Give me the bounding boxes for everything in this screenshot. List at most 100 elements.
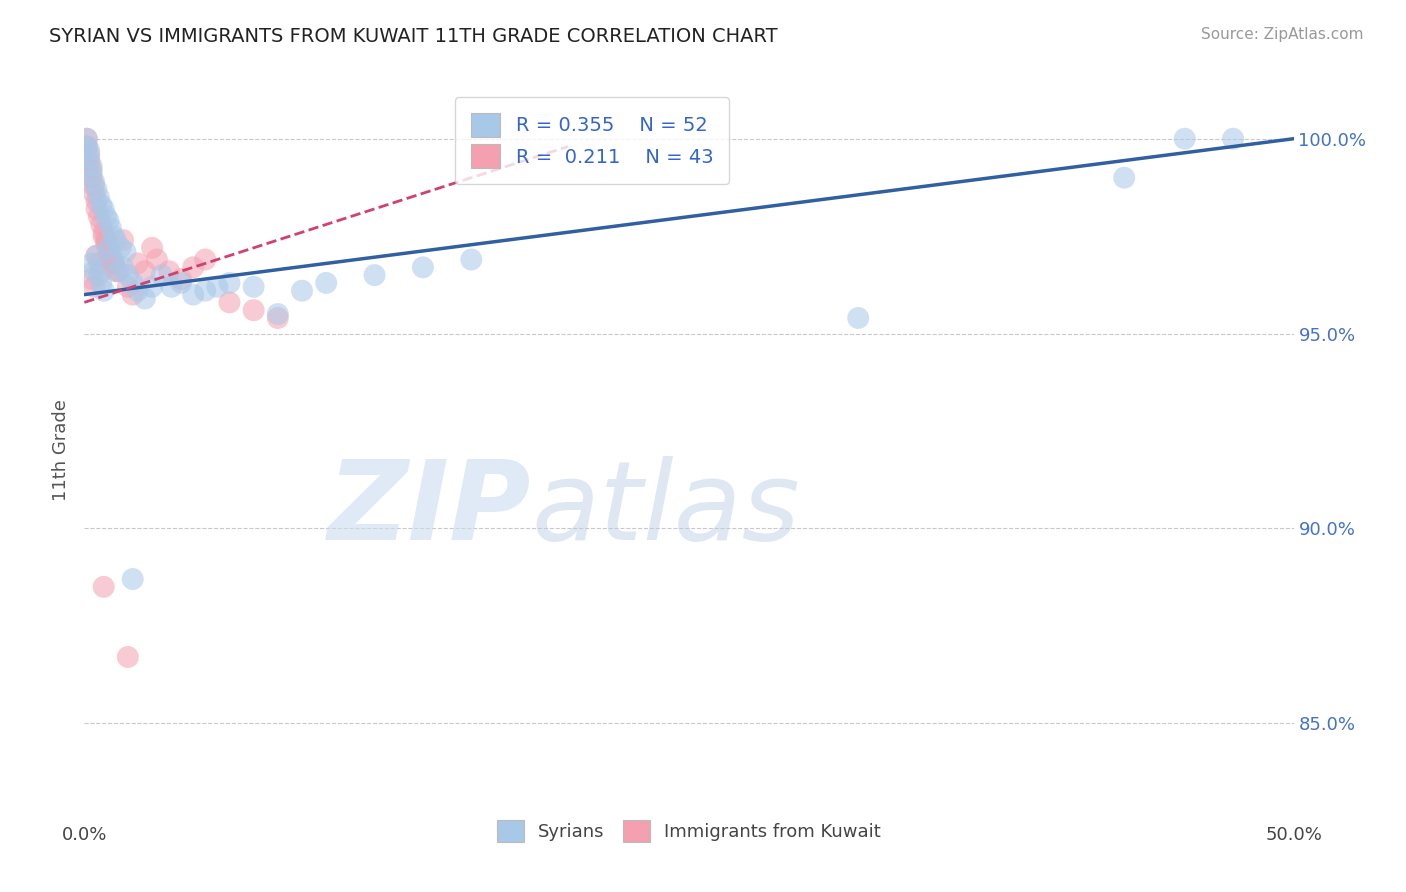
Point [194,252,217,267]
Point [460,252,482,267]
Point [87,190,110,204]
Point [77,144,100,158]
Point [87,268,110,282]
Point [83,178,105,193]
Point [83,280,105,294]
Point [77,155,100,169]
Point [181,260,204,275]
Point [80,159,103,173]
Point [170,272,193,286]
Point [150,268,173,282]
Point [86,249,108,263]
Point [93,284,115,298]
Point [93,202,115,216]
Point [93,225,115,239]
Point [412,260,434,275]
Point [76,139,98,153]
Point [1174,132,1197,146]
Point [94,210,117,224]
Point [86,182,108,196]
Point [97,241,120,255]
Point [112,233,135,247]
Point [83,264,105,278]
Point [76,139,98,153]
Point [93,580,115,594]
Point [76,132,98,146]
Point [80,170,103,185]
Point [90,276,112,290]
Point [121,572,143,586]
Point [363,268,385,282]
Text: atlas: atlas [531,456,800,563]
Point [194,284,217,298]
Point [134,264,156,278]
Point [218,276,240,290]
Point [267,310,290,325]
Point [117,268,139,282]
Point [77,151,100,165]
Point [157,264,180,278]
Point [121,287,143,301]
Point [97,213,120,227]
Point [86,194,108,208]
Point [127,256,149,270]
Point [112,260,135,275]
Point [100,249,122,263]
Point [80,256,103,270]
Point [117,280,139,294]
Point [218,295,240,310]
Point [86,202,108,216]
Point [100,221,122,235]
Legend: Syrians, Immigrants from Kuwait: Syrians, Immigrants from Kuwait [482,805,896,856]
Point [121,276,143,290]
Point [110,241,132,255]
Point [104,233,127,247]
Point [90,264,112,278]
Text: Source: ZipAtlas.com: Source: ZipAtlas.com [1201,27,1364,42]
Point [94,233,117,247]
Point [267,307,290,321]
Point [141,280,163,294]
Point [83,175,105,189]
Point [76,132,98,146]
Point [134,292,156,306]
Point [86,249,108,263]
Point [846,310,869,325]
Text: SYRIAN VS IMMIGRANTS FROM KUWAIT 11TH GRADE CORRELATION CHART: SYRIAN VS IMMIGRANTS FROM KUWAIT 11TH GR… [49,27,778,45]
Point [83,186,105,201]
Point [90,198,112,212]
Point [94,236,117,251]
Point [80,167,103,181]
Point [90,218,112,232]
Point [117,650,139,665]
Point [315,276,337,290]
Point [87,210,110,224]
Point [103,229,125,244]
Point [103,256,125,270]
Point [160,280,183,294]
Y-axis label: 11th Grade: 11th Grade [52,400,70,501]
Point [242,303,264,318]
Text: ZIP: ZIP [328,456,531,563]
Point [77,147,100,161]
Point [97,244,120,259]
Point [97,241,120,255]
Point [141,241,163,255]
Point [114,244,136,259]
Point [80,162,103,177]
Point [181,287,204,301]
Point [80,272,103,286]
Point [104,264,127,278]
Point [103,252,125,267]
Point [242,280,264,294]
Point [170,276,193,290]
Point [146,252,169,267]
Point [107,264,129,278]
Point [127,284,149,298]
Point [1114,170,1136,185]
Point [291,284,314,298]
Point [93,229,115,244]
Point [87,256,110,270]
Point [107,264,129,278]
Point [207,280,229,294]
